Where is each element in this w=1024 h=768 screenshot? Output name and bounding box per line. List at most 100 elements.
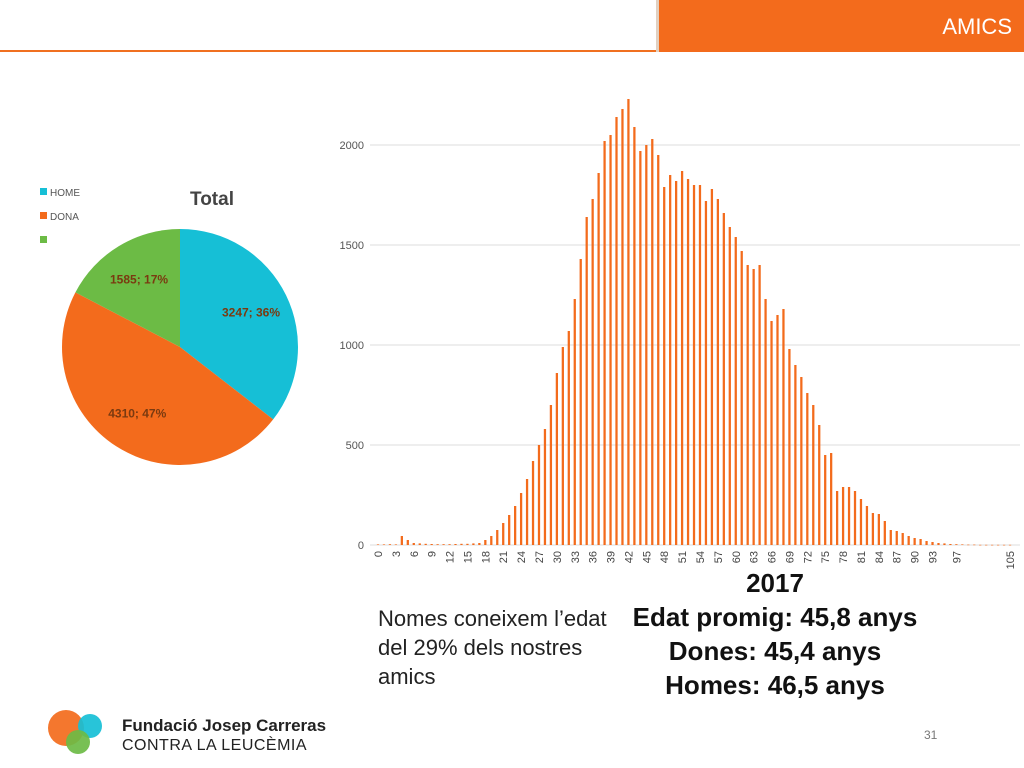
age-bar <box>919 539 922 545</box>
age-bar <box>502 523 505 545</box>
bar-y-tick-label: 1500 <box>340 240 364 252</box>
header-banner: AMICS <box>656 0 1024 52</box>
age-bar <box>418 543 421 545</box>
bar-x-tick-label: 9 <box>427 551 439 557</box>
age-bar <box>830 453 833 545</box>
age-bar <box>555 373 559 545</box>
bar-x-tick-label: 27 <box>534 551 546 563</box>
pie-slice-home <box>180 229 298 420</box>
age-bar <box>824 455 827 545</box>
bar-x-tick-label: 81 <box>856 551 868 563</box>
stats-year: 2017 <box>746 568 804 598</box>
age-bar <box>883 521 886 545</box>
age-bar <box>746 265 749 545</box>
age-bar <box>573 299 576 545</box>
bar-y-tick-label: 1000 <box>340 340 364 352</box>
bar-x-tick-label: 105 <box>1005 551 1017 569</box>
age-bar <box>525 479 529 545</box>
age-bar <box>388 544 392 545</box>
age-bar <box>406 540 409 545</box>
header-title: AMICS <box>942 14 1012 39</box>
age-bar <box>663 187 666 545</box>
age-bar <box>585 217 588 545</box>
age-bar <box>835 491 839 545</box>
age-bar <box>621 109 624 545</box>
age-bar <box>973 544 976 546</box>
age-bar <box>847 487 851 545</box>
fundacio-logo-icon <box>48 710 108 754</box>
age-bar <box>770 321 773 545</box>
age-coverage-note: Nomes coneixem l’edat del 29% dels nostr… <box>378 606 607 689</box>
pie-legend-swatch <box>40 236 47 243</box>
age-bar <box>567 331 570 545</box>
bar-x-tick-label: 51 <box>677 551 689 563</box>
header-line <box>0 50 656 52</box>
pie-slice-other <box>75 229 180 347</box>
age-bar <box>985 544 988 546</box>
stats-men-age: Homes: 46,5 anys <box>665 670 885 700</box>
age-bar <box>991 544 994 546</box>
bar-x-tick-label: 39 <box>606 551 618 563</box>
age-bar <box>543 429 547 545</box>
age-bar <box>812 405 815 545</box>
bar-x-tick-label: 87 <box>892 551 904 563</box>
age-bar <box>591 199 594 545</box>
age-bar <box>949 544 952 545</box>
pie-legend-label: HOME <box>50 188 80 199</box>
age-bar <box>531 461 535 545</box>
bar-x-tick-label: 69 <box>784 551 796 563</box>
bar-x-tick-label: 18 <box>480 551 492 563</box>
age-bar <box>841 487 845 545</box>
age-bar <box>466 543 469 545</box>
age-bar <box>579 259 582 545</box>
age-bar <box>806 393 809 545</box>
pie-data-labels: 3247; 36% 4310; 47% 1585; 17% <box>108 272 280 420</box>
age-bar <box>430 544 433 545</box>
age-bar <box>412 543 415 545</box>
age-bar <box>800 377 803 545</box>
age-bar <box>955 544 958 545</box>
age-bar <box>490 536 493 545</box>
age-bar <box>448 544 451 545</box>
bar-x-tick-label: 24 <box>516 551 528 563</box>
page-number: 31 <box>924 728 938 742</box>
age-bar <box>764 299 767 545</box>
bar-x-tick-label: 72 <box>802 551 814 563</box>
bar-x-tick-label: 36 <box>588 551 600 563</box>
bar-series <box>376 99 1012 546</box>
brand-name: Fundació Josep Carreras <box>122 716 327 735</box>
age-bar <box>895 531 898 545</box>
age-bar <box>508 515 511 545</box>
bar-x-tick-label: 45 <box>641 551 653 563</box>
age-bar <box>728 227 731 545</box>
age-bar <box>961 544 964 545</box>
age-bar <box>394 544 398 545</box>
age-bar <box>865 506 869 545</box>
pie-data-label: 3247; 36% <box>222 305 280 319</box>
age-bar <box>460 543 463 545</box>
bar-y-tick-label: 0 <box>358 540 364 552</box>
age-bar <box>1008 544 1012 546</box>
age-bar <box>782 309 785 545</box>
age-bar <box>704 201 708 545</box>
pie-data-label: 4310; 47% <box>108 407 166 421</box>
age-bar <box>967 544 970 546</box>
age-bar <box>752 269 755 545</box>
age-bar <box>1002 544 1006 546</box>
age-bar <box>674 181 678 545</box>
bar-x-tick-label: 12 <box>445 551 457 563</box>
age-bar <box>597 173 600 545</box>
pie-legend-swatch <box>40 212 47 219</box>
bar-x-axis-ticks: 0 3 6 9 12 15 18 21 24 27 30 33 36 39 42 45 48 51 54 57 60 63… <box>373 551 1017 569</box>
bar-x-tick-label: 93 <box>928 551 940 563</box>
bar-x-tick-label: 54 <box>695 551 707 563</box>
age-bar <box>925 541 928 545</box>
age-bar <box>680 171 684 545</box>
age-bar <box>376 544 380 545</box>
bar-x-tick-label: 57 <box>713 551 725 563</box>
age-bar <box>710 189 714 545</box>
bar-y-tick-label: 2000 <box>340 140 364 152</box>
brand-tagline: CONTRA LA LEUCÈMIA <box>122 737 308 754</box>
age-bar <box>436 544 439 545</box>
